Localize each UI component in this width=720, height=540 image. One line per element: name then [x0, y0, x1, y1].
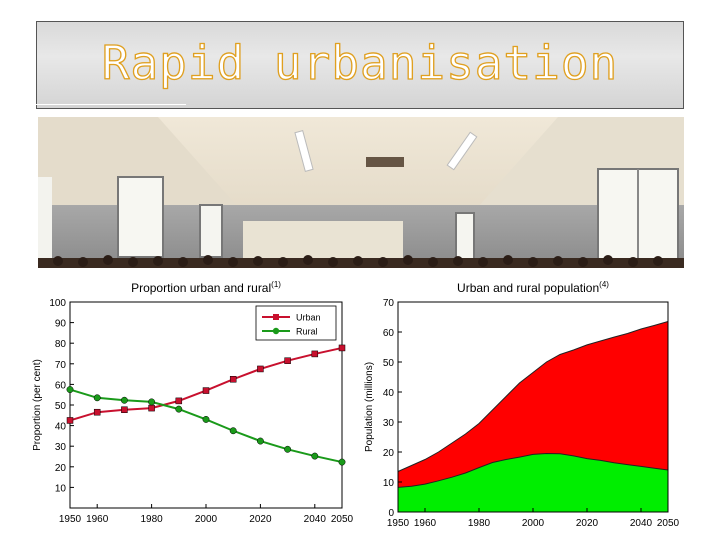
y-tick-label: 30 — [55, 442, 67, 453]
x-tick-label: 1960 — [414, 518, 437, 529]
data-point — [284, 445, 292, 453]
data-point — [311, 350, 319, 358]
y-tick-label: 90 — [55, 319, 67, 330]
data-point — [338, 344, 346, 352]
data-point — [121, 406, 128, 413]
data-point — [256, 437, 264, 445]
legend-label: Urban — [296, 313, 321, 323]
data-point — [66, 417, 74, 424]
x-tick-label: 2050 — [331, 514, 354, 525]
y-tick-label: 60 — [55, 380, 67, 391]
x-tick-label: 2000 — [195, 514, 218, 525]
data-point — [284, 357, 291, 364]
legend-marker — [273, 314, 279, 320]
chart-title-superscript: (4) — [599, 280, 609, 289]
x-tick-label: 2020 — [576, 518, 599, 529]
series-line — [69, 346, 343, 422]
y-axis-label: Population (millions) — [364, 362, 375, 452]
chart-title: Urban and rural population(4) — [457, 280, 609, 295]
area-lower — [398, 453, 668, 512]
y-tick-label: 40 — [55, 422, 67, 433]
legend-marker — [272, 327, 280, 335]
chart-title: Proportion urban and rural(1) — [131, 280, 281, 295]
legend: Urban Rural — [255, 305, 337, 341]
data-point — [202, 415, 210, 423]
x-tick-label: 2040 — [304, 514, 327, 525]
data-point — [311, 452, 319, 460]
classroom-illustration — [38, 117, 684, 268]
data-point — [66, 386, 74, 394]
x-tick-label: 2050 — [657, 518, 680, 529]
data-point — [93, 408, 101, 416]
data-point — [229, 376, 237, 383]
data-point — [229, 427, 237, 435]
population-chart: Urban and rural population(4) 1950 1960 198… — [360, 270, 682, 532]
x-tick-label: 1980 — [140, 514, 163, 525]
x-tick-label: 2000 — [522, 518, 545, 529]
x-tick-label: 1950 — [387, 518, 410, 529]
x-tick-label: 1950 — [59, 514, 82, 525]
y-tick-label: 70 — [55, 360, 67, 371]
y-tick-label: 20 — [55, 463, 67, 474]
data-point — [175, 405, 183, 413]
chart-title-superscript: (1) — [271, 280, 281, 289]
chart-title-text: Proportion urban and rural — [131, 281, 271, 295]
y-tick-label: 10 — [55, 483, 67, 494]
y-tick-label: 20 — [383, 448, 395, 459]
title-underline — [36, 104, 186, 105]
legend-box — [255, 305, 337, 341]
slide-title: Rapid urbanisation — [101, 35, 619, 90]
legend-label: Rural — [296, 327, 318, 337]
data-point — [257, 365, 264, 373]
y-tick-label: 40 — [383, 388, 395, 399]
y-tick-label: 60 — [383, 328, 395, 339]
y-tick-label: 10 — [383, 478, 395, 489]
area-upper-outline — [397, 321, 669, 472]
area-lower-outline — [397, 452, 669, 488]
proportion-chart-svg: Proportion urban and rural(1) 1950 1960 198… — [32, 280, 354, 525]
data-point — [120, 396, 128, 404]
population-chart-svg: Urban and rural population(4) 1950 1960 198… — [364, 280, 680, 529]
y-tick-label: 100 — [49, 298, 66, 309]
x-tick-label: 2020 — [249, 514, 272, 525]
title-box — [36, 21, 684, 109]
x-tick-label: 1960 — [86, 514, 109, 525]
data-point — [148, 404, 155, 412]
chart-title-text: Urban and rural population — [457, 281, 599, 295]
data-point — [338, 458, 346, 466]
data-point — [148, 398, 156, 406]
x-tick-label: 2040 — [630, 518, 653, 529]
y-axis-label: Proportion (per cent) — [32, 359, 43, 451]
classroom-photo — [38, 117, 684, 268]
y-tick-label: 50 — [383, 358, 395, 369]
proportion-chart: Proportion urban and rural(1) 1950 1960 198… — [28, 270, 358, 532]
series-urban — [66, 344, 346, 424]
data-point — [93, 394, 101, 402]
series-rural — [66, 386, 346, 466]
y-tick-label: 80 — [55, 339, 67, 350]
series-line — [69, 388, 343, 464]
y-tick-label: 50 — [55, 401, 67, 412]
y-tick-label: 70 — [383, 298, 395, 309]
y-tick-label: 0 — [388, 508, 394, 519]
data-point — [202, 387, 210, 394]
y-tick-label: 30 — [383, 418, 395, 429]
data-point — [175, 397, 183, 405]
x-tick-label: 1980 — [468, 518, 491, 529]
